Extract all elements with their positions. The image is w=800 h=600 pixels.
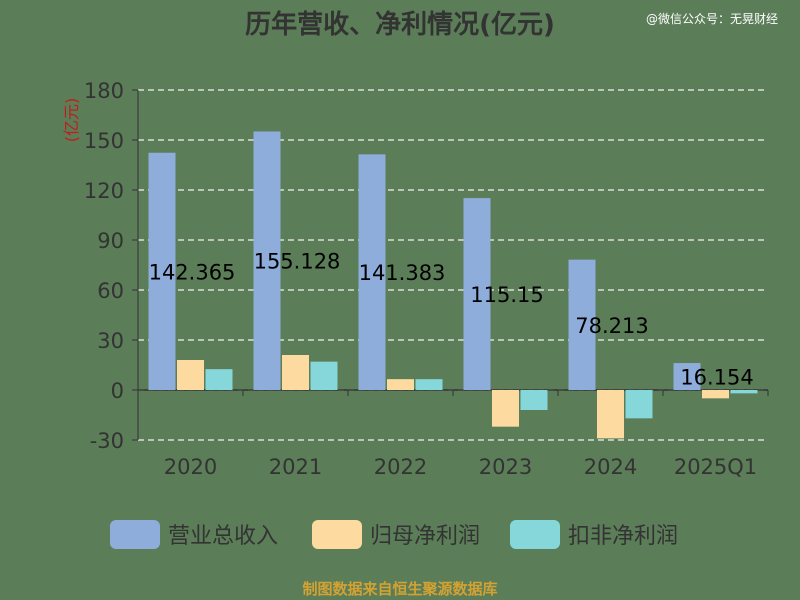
bar [702, 390, 729, 399]
data-label: 155.128 [254, 250, 341, 274]
y-tick-label: 30 [97, 329, 124, 353]
chart-title: 历年营收、净利情况(亿元) [245, 9, 555, 40]
legend-swatch [510, 520, 560, 549]
legend-label: 扣非净利润 [568, 524, 678, 549]
data-label: 78.213 [575, 314, 648, 338]
bar [310, 361, 338, 390]
bar [415, 379, 443, 390]
bar [205, 369, 233, 390]
legend[interactable]: 营业总收入 归母净利润 扣非净利润 [110, 520, 678, 549]
data-label: 115.15 [470, 283, 543, 307]
bar [253, 131, 281, 390]
y-tick-label: 60 [97, 279, 124, 303]
data-label: 16.154 [680, 366, 753, 390]
x-tick-label: 2023 [479, 455, 532, 479]
bar [730, 390, 758, 394]
bar [568, 259, 596, 390]
y-tick-label: 150 [84, 129, 124, 153]
bar [358, 154, 386, 390]
legend-label: 营业总收入 [168, 524, 278, 549]
bar [597, 390, 624, 439]
bar [177, 360, 204, 390]
legend-swatch [110, 520, 160, 549]
x-tick-label: 2022 [374, 455, 427, 479]
legend-item[interactable]: 归母净利润 [312, 520, 480, 549]
y-tick-label: 180 [84, 79, 124, 103]
x-tick-label: 2021 [269, 455, 322, 479]
legend-item[interactable]: 扣非净利润 [510, 520, 678, 549]
legend-label: 归母净利润 [370, 524, 480, 549]
legend-item[interactable]: 营业总收入 [110, 520, 278, 549]
watermark-text: @微信公众号：无晃财经 [646, 12, 778, 26]
bar [492, 390, 519, 427]
y-tick-label: 0 [111, 379, 124, 403]
bar [148, 152, 176, 390]
data-label: 142.365 [149, 260, 236, 284]
y-tick-label: -30 [90, 429, 124, 453]
data-label: 141.383 [359, 261, 446, 285]
bar [625, 390, 653, 419]
y-axis-label: (亿元) [62, 98, 81, 143]
data-labels: 142.365 155.128 141.383 115.15 78.213 16.154 [149, 250, 754, 390]
bar [673, 363, 701, 390]
x-tick-label: 2020 [164, 455, 217, 479]
bar [387, 379, 414, 390]
y-tick-label: 90 [97, 229, 124, 253]
bars [148, 131, 758, 439]
legend-swatch [312, 520, 362, 549]
bar [463, 198, 491, 390]
data-source-text: 制图数据来自恒生聚源数据库 [302, 580, 497, 598]
x-tick-label: 2024 [584, 455, 637, 479]
axes: -30 0 30 60 90 120 150 180 2020 2021 2022 2023 2024 2… [84, 79, 769, 479]
x-tick-label: 2025Q1 [674, 455, 757, 479]
y-tick-label: 120 [84, 179, 124, 203]
bar [520, 390, 548, 410]
bar [282, 355, 309, 390]
